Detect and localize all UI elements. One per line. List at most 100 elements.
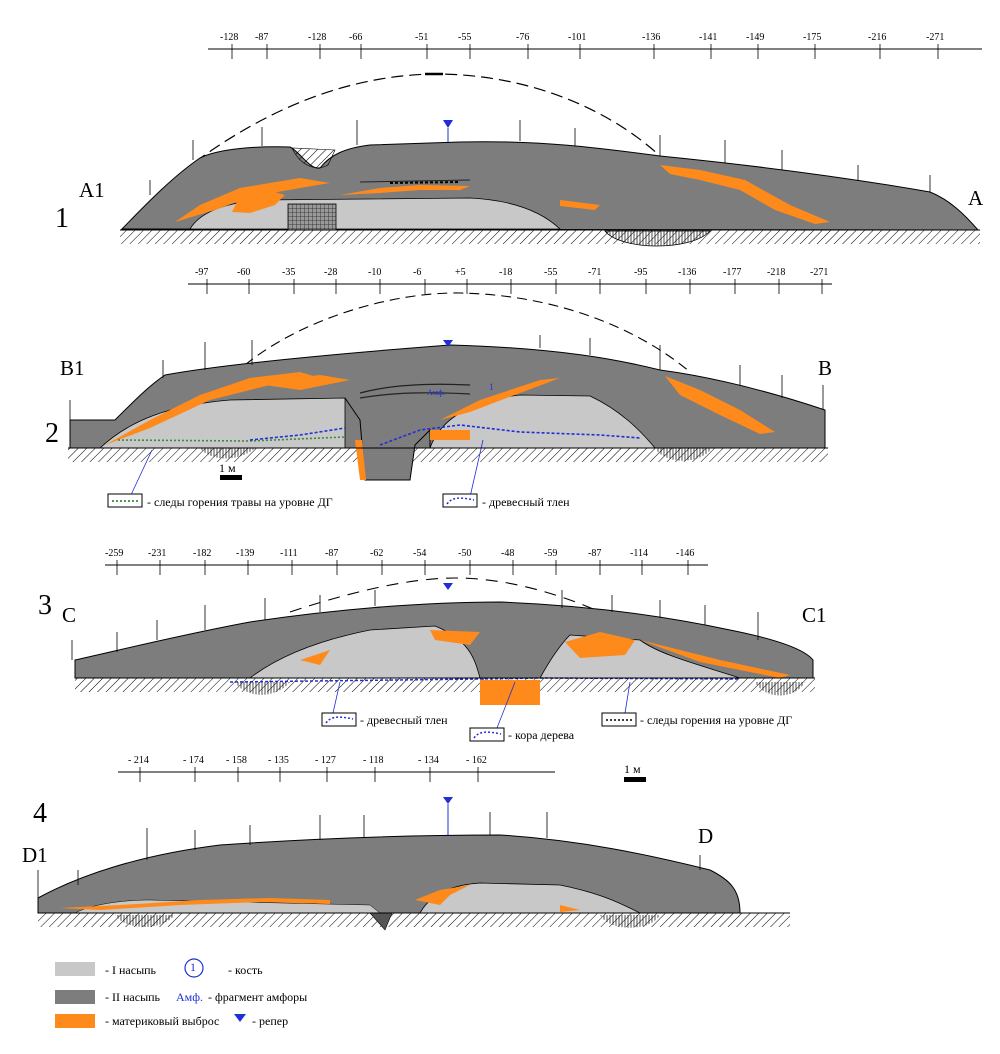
subsoil-hatch	[120, 230, 980, 244]
level-label: -231	[148, 548, 167, 559]
level-label: - 118	[363, 755, 384, 766]
legend-bone: - кость	[228, 963, 263, 977]
level-label: -76	[516, 32, 530, 43]
scale-label: 1 м	[219, 461, 236, 475]
section-1-left-label: A1	[79, 178, 105, 202]
level-label: -48	[501, 548, 515, 559]
benchmark-icon	[443, 797, 453, 835]
spoil-2b	[665, 376, 775, 434]
bone-annotation: 1	[489, 382, 494, 392]
level-label: - 162	[466, 755, 487, 766]
level-label: -101	[568, 32, 587, 43]
section-3-left-label: C	[62, 603, 77, 627]
level-label: -175	[803, 32, 822, 43]
level-label: -218	[767, 267, 786, 278]
level-label: -182	[193, 548, 212, 559]
legend-swatch-spoil	[55, 1014, 95, 1028]
level-label: -95	[634, 267, 648, 278]
section-key-samples	[107, 493, 637, 742]
section-3-number: 3	[38, 590, 52, 621]
section-2-number: 2	[45, 418, 59, 449]
scale-bar	[624, 777, 646, 782]
section-1	[120, 44, 982, 247]
key-burn-grass: - следы горения травы на уровне ДГ	[147, 495, 333, 509]
legend-amphora-abbr: Амф.	[176, 990, 204, 1004]
amphora-annotation: Амф.	[427, 388, 446, 397]
spoil-1b	[660, 165, 830, 224]
level-label: - 158	[226, 755, 247, 766]
reconstructed-dome-line	[289, 577, 601, 613]
level-label: -146	[676, 548, 695, 559]
legend-bone-symbol: 1	[190, 960, 196, 974]
section-2	[68, 279, 832, 498]
level-label: - 135	[268, 755, 289, 766]
benchmark-legend-icon	[234, 1014, 246, 1022]
level-label: -136	[642, 32, 661, 43]
level-label: -50	[458, 548, 472, 559]
level-label: -271	[926, 32, 945, 43]
level-label: -177	[723, 267, 742, 278]
legend-swatch-mound-II	[55, 990, 95, 1004]
bark-block	[480, 680, 540, 705]
reconstructed-dome-line	[244, 292, 691, 373]
level-label: -28	[324, 267, 338, 278]
level-label: -87	[325, 548, 339, 559]
section-4-right-label: D	[698, 824, 714, 848]
level-label: -216	[868, 32, 887, 43]
legend-mound-II: - II насыпь	[105, 990, 161, 1004]
key-bark: - кора дерева	[508, 728, 575, 742]
section-3	[71, 560, 815, 782]
mound-I-left	[248, 625, 481, 679]
key-burn-3: - следы горения на уровне ДГ	[640, 713, 793, 727]
ditch	[604, 230, 711, 247]
spoil-4a	[60, 898, 330, 910]
level-label: -114	[630, 548, 648, 559]
level-label: -97	[195, 267, 209, 278]
grid-block	[287, 203, 337, 231]
legend-amphora: - фрагмент амфоры	[208, 990, 308, 1004]
section-1-right-label: A	[968, 186, 984, 210]
level-label: -71	[588, 267, 602, 278]
key-wood-rot-3: - древесный тлен	[360, 713, 448, 727]
level-label: -128	[308, 32, 327, 43]
section-2-right-label: B	[818, 356, 833, 380]
bone-symbol-icon	[184, 958, 204, 978]
level-label: -87	[588, 548, 602, 559]
level-label: - 174	[183, 755, 204, 766]
legend	[55, 958, 246, 1028]
legend-swatch-mound-I	[55, 962, 95, 976]
level-label: -6	[413, 267, 422, 278]
section-3-right-label: C1	[802, 603, 827, 627]
burn-trace	[117, 436, 346, 442]
benchmark-icon	[443, 120, 453, 142]
scale-label-3: 1 м	[624, 762, 641, 776]
spoil-3a	[565, 632, 635, 658]
benchmark-icon	[443, 340, 453, 347]
wood-rot-trace	[379, 424, 641, 446]
level-label: -139	[236, 548, 255, 559]
benchmark-icon	[443, 583, 453, 590]
scale-bar	[220, 475, 242, 480]
level-label: -55	[458, 32, 472, 43]
level-label: +5	[455, 267, 466, 278]
level-label: -55	[544, 267, 558, 278]
level-label: -59	[544, 548, 558, 559]
level-label: -60	[237, 267, 251, 278]
level-label: -66	[349, 32, 363, 43]
section-1-number: 1	[55, 203, 69, 234]
legend-benchmark: - репер	[252, 1014, 289, 1028]
legend-spoil: - материковый выброс	[105, 1014, 220, 1028]
spoil-1a	[175, 178, 330, 222]
level-label: -271	[810, 267, 829, 278]
level-label: -259	[105, 548, 124, 559]
level-label: -51	[415, 32, 429, 43]
level-label: -54	[413, 548, 427, 559]
legend-mound-I: - I насыпь	[105, 963, 157, 977]
level-label: -141	[699, 32, 718, 43]
section-4-number: 4	[33, 798, 47, 829]
level-label: -35	[282, 267, 296, 278]
level-label: - 214	[128, 755, 149, 766]
key-wood-rot-2: - древесный тлен	[482, 495, 570, 509]
section-2-left-label: B1	[60, 356, 85, 380]
